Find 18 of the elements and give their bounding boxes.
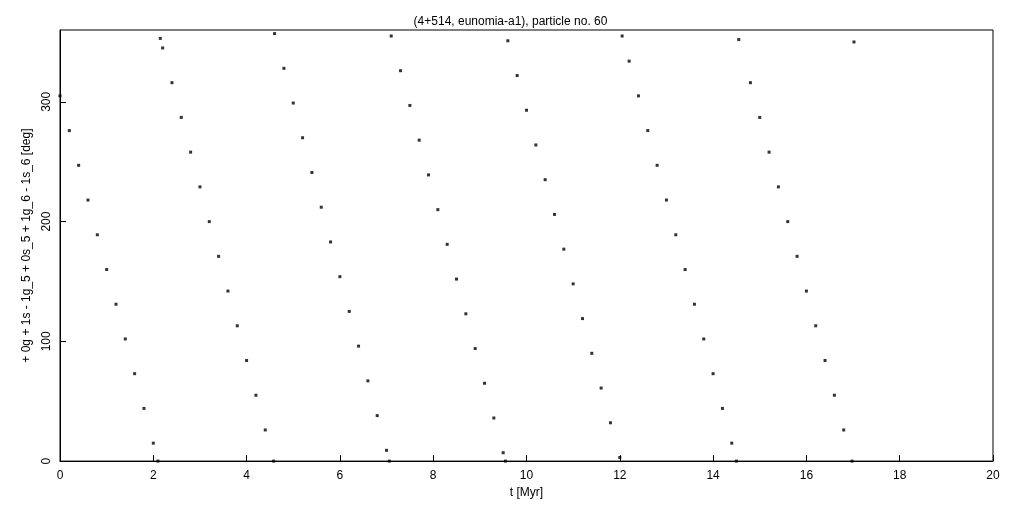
x-tick-label: 0 [56, 468, 64, 483]
x-tick-label: 18 [893, 468, 907, 483]
y-tick-label: 0 [39, 457, 53, 465]
x-tick-label: 16 [799, 468, 814, 483]
x-tick-label: 12 [613, 468, 627, 483]
y-tick-label: 100 [39, 331, 53, 352]
x-tick-label: 8 [429, 468, 437, 483]
x-tick-label: 2 [149, 468, 157, 483]
x-tick-label: 6 [336, 468, 344, 483]
x-tick-label: 10 [519, 468, 534, 483]
x-tick-label: 14 [706, 468, 721, 483]
y-tick-label: 200 [39, 211, 53, 232]
y-axis-title: + 0g + 1s - 1g_5 + 0s_5 + 1g_6 - 1s_6 [deg] [19, 128, 33, 363]
x-tick-label: 4 [243, 468, 251, 483]
y-tick-label: 300 [39, 91, 53, 112]
x-tick-label: 20 [986, 468, 1000, 483]
chart-title: (4+514, eunomia-a1), particle no. 60 [413, 14, 608, 28]
x-axis-title: t [Myr] [509, 485, 544, 499]
